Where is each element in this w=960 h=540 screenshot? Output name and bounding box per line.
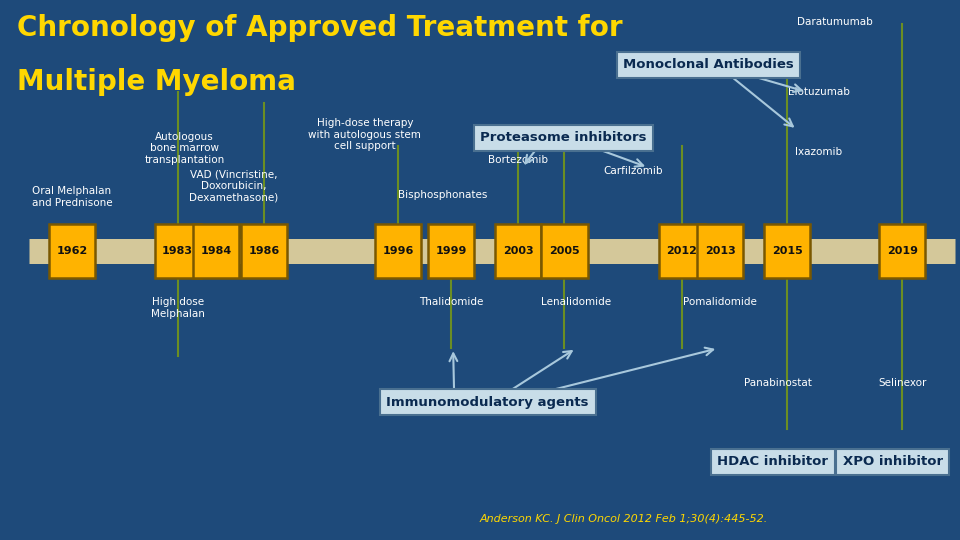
Text: Chronology of Approved Treatment for: Chronology of Approved Treatment for — [17, 14, 623, 42]
FancyBboxPatch shape — [659, 225, 705, 278]
Text: Immunomodulatory agents: Immunomodulatory agents — [387, 396, 588, 409]
Text: Ixazomib: Ixazomib — [795, 146, 843, 157]
Text: Bortezomib: Bortezomib — [489, 154, 548, 165]
FancyBboxPatch shape — [49, 225, 95, 278]
FancyBboxPatch shape — [428, 225, 474, 278]
Text: Pomalidomide: Pomalidomide — [684, 297, 756, 307]
Text: VAD (Vincristine,
Doxorubicin,
Dexamethasone): VAD (Vincristine, Doxorubicin, Dexametha… — [189, 170, 277, 202]
Text: 1986: 1986 — [249, 246, 279, 256]
FancyBboxPatch shape — [193, 225, 239, 278]
FancyBboxPatch shape — [541, 225, 588, 278]
Text: Daratumumab: Daratumumab — [798, 17, 873, 27]
Text: Oral Melphalan
and Prednisone: Oral Melphalan and Prednisone — [32, 186, 112, 208]
Text: Elotuzumab: Elotuzumab — [788, 87, 850, 97]
Text: Autologous
bone marrow
transplantation: Autologous bone marrow transplantation — [144, 132, 225, 165]
Text: Proteasome inhibitors: Proteasome inhibitors — [480, 131, 647, 144]
FancyBboxPatch shape — [879, 225, 925, 278]
Text: Multiple Myeloma: Multiple Myeloma — [17, 68, 296, 96]
FancyBboxPatch shape — [764, 225, 810, 278]
Text: Monoclonal Antibodies: Monoclonal Antibodies — [623, 58, 794, 71]
Text: Lenalidomide: Lenalidomide — [540, 297, 612, 307]
FancyBboxPatch shape — [155, 225, 201, 278]
Text: Bisphosphonates: Bisphosphonates — [398, 190, 488, 200]
Text: Thalidomide: Thalidomide — [419, 297, 484, 307]
Text: High dose
Melphalan: High dose Melphalan — [151, 297, 204, 319]
Text: 2012: 2012 — [666, 246, 697, 256]
Text: 2003: 2003 — [503, 246, 534, 256]
FancyBboxPatch shape — [375, 225, 421, 278]
FancyBboxPatch shape — [697, 225, 743, 278]
Text: 1962: 1962 — [57, 246, 87, 256]
Text: Selinexor: Selinexor — [878, 378, 926, 388]
Text: 2015: 2015 — [772, 246, 803, 256]
FancyBboxPatch shape — [241, 225, 287, 278]
FancyBboxPatch shape — [495, 225, 541, 278]
Text: 2019: 2019 — [887, 246, 918, 256]
Text: HDAC inhibitor: HDAC inhibitor — [717, 455, 828, 468]
Text: High-dose therapy
with autologous stem
cell support: High-dose therapy with autologous stem c… — [308, 118, 421, 151]
Text: Panabinostat: Panabinostat — [744, 378, 811, 388]
Text: 2005: 2005 — [549, 246, 580, 256]
Text: 1996: 1996 — [383, 246, 414, 256]
Text: 1983: 1983 — [162, 246, 193, 256]
Text: Carfilzomib: Carfilzomib — [604, 165, 663, 176]
Text: XPO inhibitor: XPO inhibitor — [843, 455, 943, 468]
Text: 1999: 1999 — [436, 246, 467, 256]
Text: Anderson KC. J Clin Oncol 2012 Feb 1;30(4):445-52.: Anderson KC. J Clin Oncol 2012 Feb 1;30(… — [480, 515, 768, 524]
Text: 2013: 2013 — [705, 246, 735, 256]
Text: 1984: 1984 — [201, 246, 231, 256]
